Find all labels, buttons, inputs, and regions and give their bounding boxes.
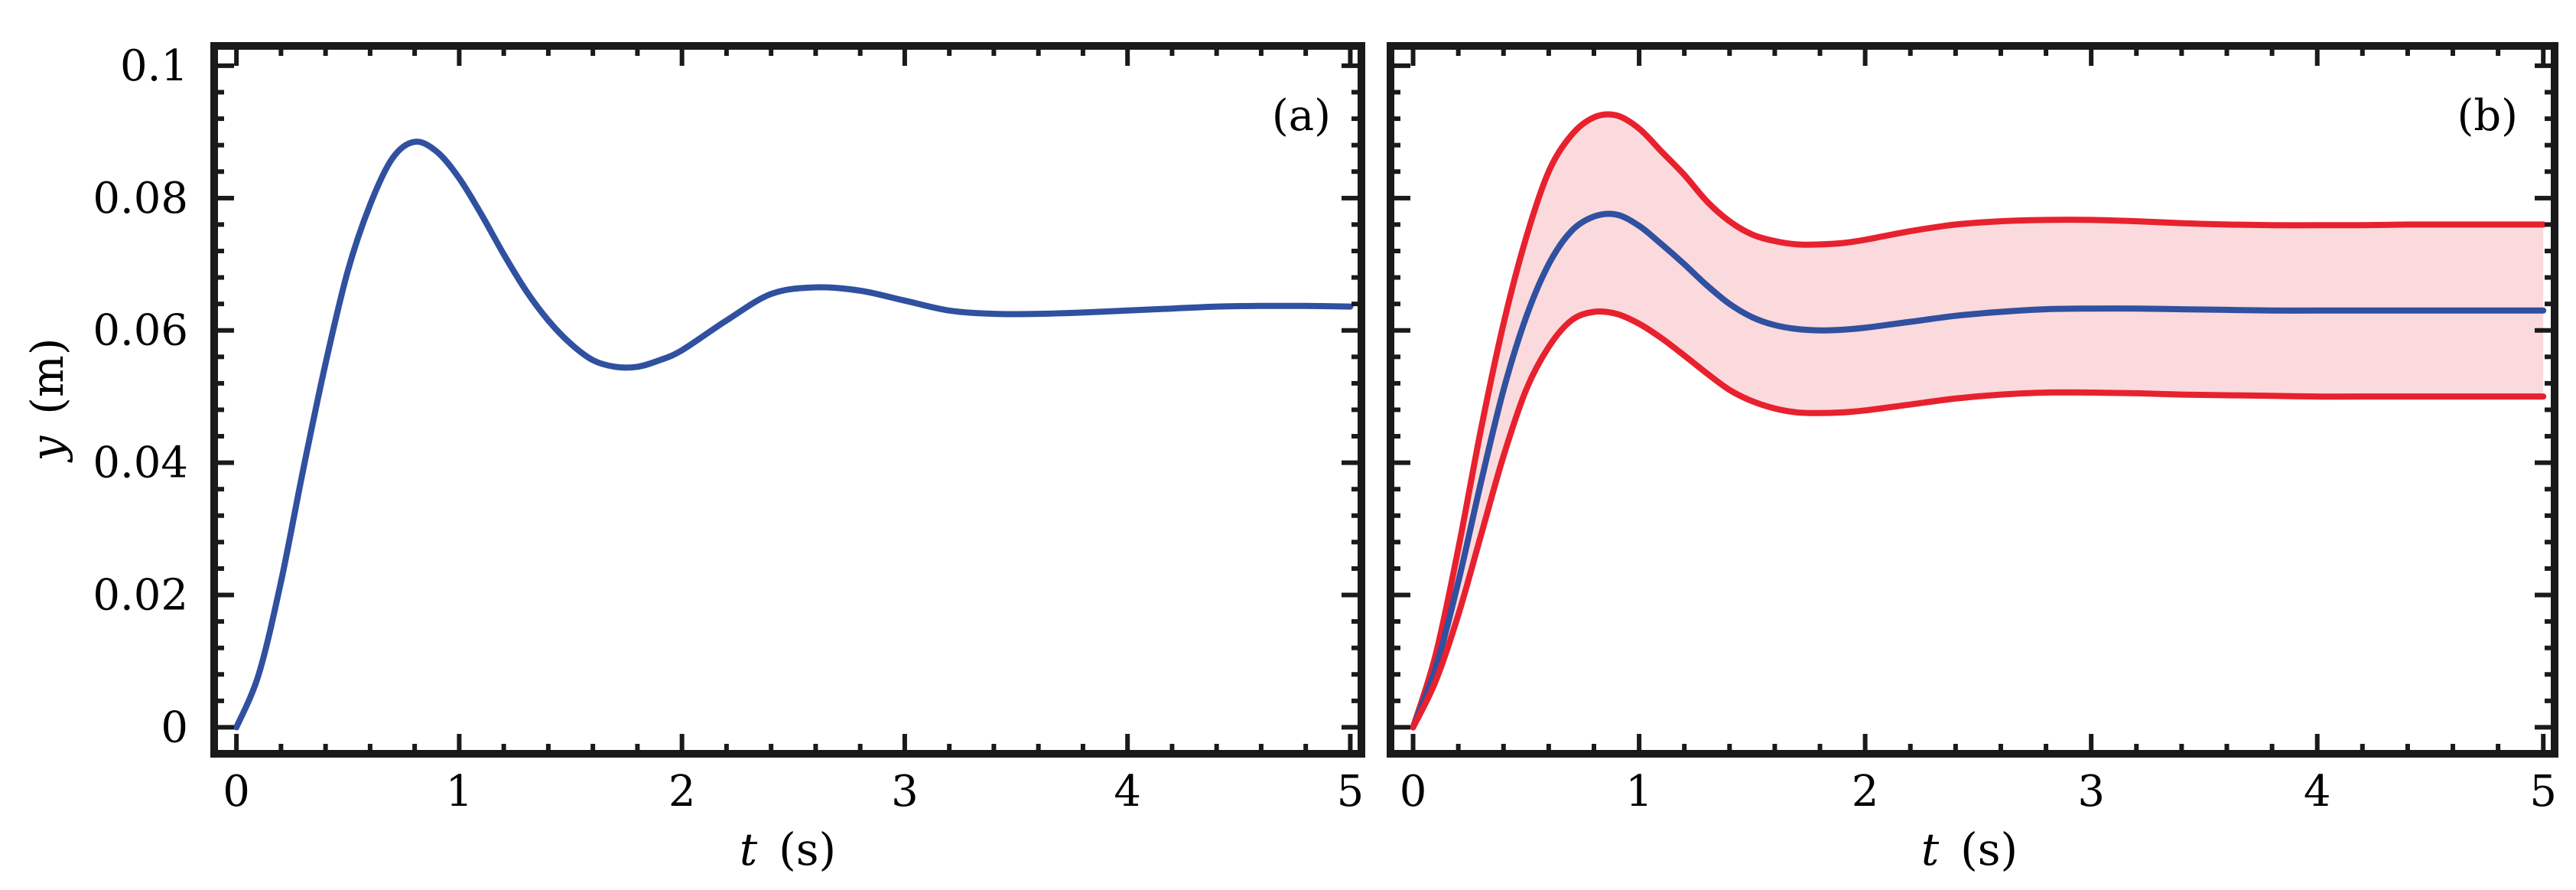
y-tick-label: 0	[161, 703, 188, 752]
x-tick-label: 2	[1852, 767, 1879, 817]
panel-a-label: (a)	[1272, 91, 1331, 141]
panel-b-frame	[1387, 42, 2558, 758]
y-tick-label: 0.06	[93, 306, 188, 356]
y-tick-label: 0.02	[93, 571, 188, 621]
panel-a-y-axis-unit: (m)	[21, 337, 73, 414]
x-tick-label: 4	[2304, 767, 2331, 817]
panel-a-y-tick-labels: 0 0.02 0.04 0.06 0.08 0.1	[93, 41, 188, 752]
plot-area-b	[1410, 111, 2547, 731]
panel-a: (a) 0 1 2 3 4 5 0 0.02 0.04 0.06 0.08 0.1 t (s) y (m…	[21, 41, 1365, 875]
series-line-a-0	[233, 139, 1354, 731]
x-tick-label: 0	[1400, 767, 1427, 817]
x-tick-label: 1	[1625, 767, 1653, 817]
panel-b-x-axis-label: t (s)	[1921, 823, 2018, 875]
panel-a-x-tick-labels: 0 1 2 3 4 5	[223, 767, 1364, 817]
panel-a-x-axis-label: t (s)	[740, 823, 836, 875]
panel-b-x-tick-labels: 0 1 2 3 4 5	[1400, 767, 2557, 817]
x-tick-label: 4	[1114, 767, 1141, 817]
x-tick-label: 0	[223, 767, 250, 817]
panel-a-ticks	[214, 46, 1361, 754]
y-tick-label: 0.04	[93, 438, 188, 488]
series-line-b-mean	[1410, 210, 2547, 731]
x-tick-label: 3	[2077, 767, 2105, 817]
panel-b-ticks	[1390, 46, 2555, 754]
x-tick-label: 1	[446, 767, 473, 817]
y-tick-label: 0.08	[93, 174, 188, 223]
series-line-b-lower	[1410, 308, 2547, 731]
panel-a-x-axis-unit: (s)	[779, 823, 836, 875]
panel-b-x-axis-var: t	[1921, 823, 1940, 875]
panel-b-label: (b)	[2457, 91, 2518, 141]
panel-b: (b) 0 1 2 3 4 5 t (s)	[1387, 42, 2558, 875]
x-tick-label: 5	[1337, 767, 1364, 817]
panel-b-x-axis-unit: (s)	[1960, 823, 2018, 875]
panel-a-y-axis-label: y (m)	[21, 337, 73, 463]
x-tick-label: 2	[668, 767, 696, 817]
panel-a-x-axis-var: t	[740, 823, 758, 875]
panel-a-frame	[210, 42, 1365, 758]
x-tick-label: 5	[2529, 767, 2557, 817]
x-tick-label: 3	[891, 767, 919, 817]
series-line-b-upper	[1410, 111, 2547, 731]
panel-a-y-axis-var: y	[21, 435, 73, 464]
y-tick-label: 0.1	[120, 41, 188, 91]
confidence-band-b	[1413, 114, 2544, 728]
plot-area-a	[233, 139, 1354, 731]
